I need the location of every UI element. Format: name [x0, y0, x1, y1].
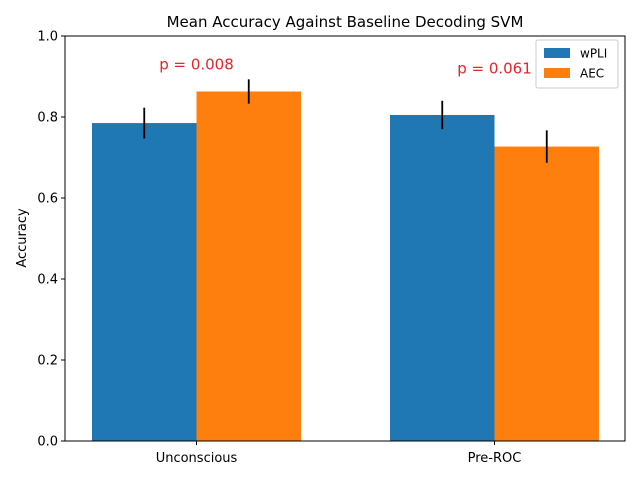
p-value-annotation: p = 0.061 [457, 59, 532, 77]
y-tick-label: 0.0 [37, 435, 58, 450]
plot-frame [64, 35, 626, 442]
p-value-annotation: p = 0.008 [159, 55, 234, 73]
legend-label-wpli: wPLI [580, 47, 607, 61]
y-tick-label: 0.6 [37, 192, 58, 207]
bar-wpli-1 [390, 114, 495, 441]
y-tick-label: 1.0 [37, 30, 58, 45]
plot-area: 0.0 0.2 0.4 0.6 0.8 1.0 Unconscious Pre-ROC p = … [37, 30, 599, 466]
legend-label-aec: AEC [580, 67, 604, 81]
y-tick-label: 0.8 [37, 111, 58, 126]
bar-aec-0 [196, 91, 301, 442]
x-tick-label: Pre-ROC [468, 451, 522, 466]
bar-aec-1 [494, 146, 599, 441]
legend-swatch-wpli [544, 48, 570, 58]
y-axis-label: Accuracy [15, 208, 30, 268]
chart-title: Mean Accuracy Against Baseline Decoding … [167, 13, 524, 31]
legend-swatch-aec [544, 68, 570, 78]
x-tick-label: Unconscious [156, 451, 238, 466]
legend: wPLI AEC [535, 39, 619, 89]
y-tick-label: 0.4 [37, 273, 58, 288]
y-tick-label: 0.2 [37, 354, 58, 369]
bar-wpli-0 [92, 123, 197, 441]
